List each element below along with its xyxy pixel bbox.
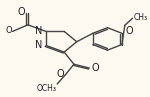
Text: O: O xyxy=(5,26,12,35)
Text: O: O xyxy=(17,7,25,17)
Text: O: O xyxy=(57,69,64,79)
Text: OCH₃: OCH₃ xyxy=(36,84,57,93)
Text: N: N xyxy=(35,26,43,36)
Text: CH₃: CH₃ xyxy=(133,13,147,22)
Text: O: O xyxy=(92,63,99,73)
Text: O: O xyxy=(126,26,133,36)
Text: N: N xyxy=(35,40,43,50)
